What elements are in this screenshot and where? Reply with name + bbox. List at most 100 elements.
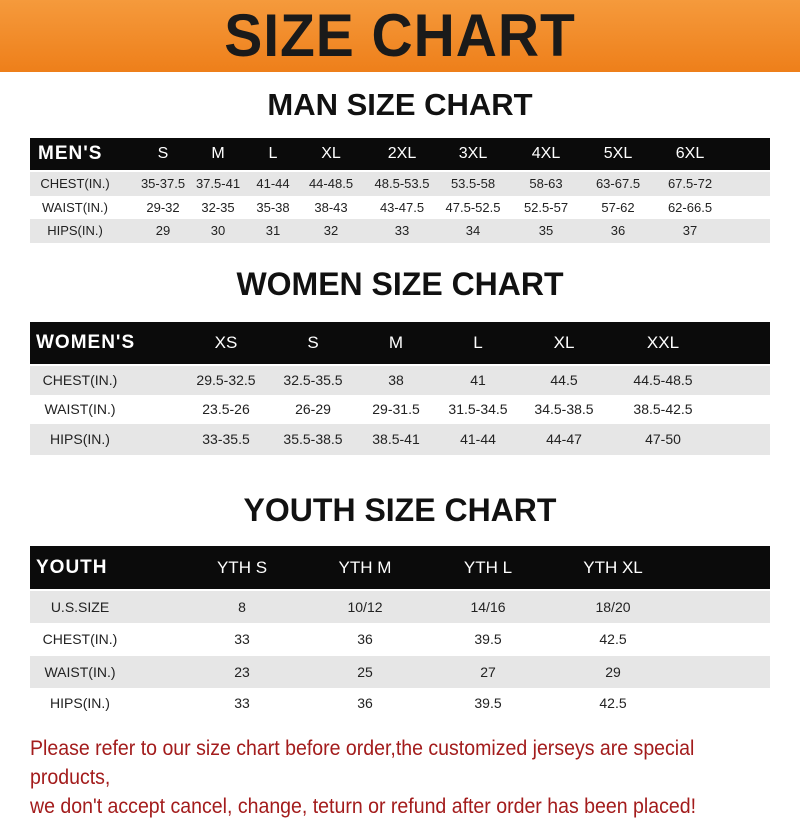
men-measurement-cell: 67.5-72 (667, 176, 713, 191)
order-notice-line-2: we don't accept cancel, change, teturn o… (30, 795, 697, 818)
men-measurement-cell: 29-32 (146, 200, 180, 215)
men-measurement-cell: 36 (610, 223, 626, 238)
men-measurement-cell: 38-43 (314, 200, 348, 215)
men-header-label: MEN'S (38, 143, 103, 164)
men-size-header: M (211, 145, 225, 162)
women-measurement-cell: 44.5 (550, 372, 578, 388)
women-size-header: S (307, 333, 319, 352)
women-table-row: CHEST(IN.) 29.5-32.5 32.5-35.5 38 41 44.5 44.5… (30, 366, 770, 395)
men-measurement-cell: 33 (394, 223, 410, 238)
youth-measurement-cell: 27 (480, 664, 496, 680)
youth-size-header: YTH M (338, 558, 392, 577)
youth-measurement-cell: 39.5 (474, 695, 502, 711)
youth-header-label: YOUTH (36, 557, 108, 578)
women-measurement-cell: 44.5-48.5 (633, 372, 693, 388)
youth-header-row: YOUTH YTH S YTH M YTH L YTH XL (30, 546, 770, 589)
women-header-row: WOMEN'S XS S M L XL XXL (30, 322, 770, 364)
men-size-header: 2XL (387, 145, 417, 162)
men-measurement-cell: 44-48.5 (308, 176, 354, 191)
youth-table-row: U.S.SIZE 8 10/12 14/16 18/20 (30, 591, 770, 623)
women-measurement-cell: 29-31.5 (372, 401, 420, 417)
men-size-header: 5XL (603, 145, 633, 162)
women-measurement-cell: 35.5-38.5 (283, 431, 343, 447)
women-row-label: WAIST(IN.) (44, 401, 116, 417)
men-measurement-cell: 41-44 (256, 176, 290, 191)
men-row-label: HIPS(IN.) (47, 223, 103, 238)
men-table-row: HIPS(IN.) 29 30 31 32 33 34 35 36 37 (30, 219, 770, 243)
women-measurement-cell: 44-47 (546, 431, 582, 447)
youth-measurement-cell: 36 (357, 631, 373, 647)
women-measurement-cell: 32.5-35.5 (283, 372, 343, 388)
men-measurement-cell: 32 (323, 223, 339, 238)
men-measurement-cell: 53.5-58 (450, 176, 496, 191)
women-size-header: M (388, 333, 404, 352)
men-measurement-cell: 58-63 (529, 176, 563, 191)
banner-title: SIZE CHART (224, 2, 576, 69)
men-size-header: 3XL (458, 145, 488, 162)
men-header-row: MEN'S S M L XL 2XL 3XL 4XL 5XL 6XL (30, 138, 770, 170)
men-size-header: XL (321, 145, 341, 162)
women-measurement-cell: 47-50 (645, 431, 681, 447)
women-measurement-cell: 29.5-32.5 (196, 372, 256, 388)
women-table-row: WAIST(IN.) 23.5-26 26-29 29-31.5 31.5-34.5 34… (30, 395, 770, 424)
women-measurement-cell: 38.5-42.5 (633, 401, 693, 417)
men-measurement-cell: 37.5-41 (195, 176, 241, 191)
youth-section-title: YOUTH SIZE CHART (243, 492, 557, 528)
order-notice-line-1: Please refer to our size chart before or… (30, 737, 695, 789)
youth-row-label: WAIST(IN.) (44, 664, 116, 680)
men-size-header: 6XL (675, 145, 705, 162)
youth-measurement-cell: 33 (234, 631, 250, 647)
youth-measurement-cell: 33 (234, 695, 250, 711)
women-size-header: XL (553, 333, 575, 352)
women-section-title: WOMEN SIZE CHART (236, 266, 564, 302)
men-measurement-cell: 32-35 (201, 200, 235, 215)
youth-table-row: WAIST(IN.) 23 25 27 29 (30, 656, 770, 688)
youth-measurement-cell: 10/12 (347, 599, 383, 615)
youth-measurement-cell: 42.5 (599, 631, 627, 647)
men-row-label: WAIST(IN.) (42, 200, 108, 215)
men-measurement-cell: 37 (682, 223, 698, 238)
men-measurement-cell: 35 (538, 223, 554, 238)
youth-size-header: YTH S (216, 558, 268, 577)
youth-row-label: U.S.SIZE (50, 599, 110, 615)
banner: SIZE CHART (0, 0, 800, 72)
men-table-row: WAIST(IN.) 29-32 32-35 35-38 38-43 43-47.5 47.… (30, 196, 770, 219)
women-row-label: HIPS(IN.) (50, 431, 110, 447)
women-size-header: XS (214, 333, 238, 352)
women-table-row: HIPS(IN.) 33-35.5 35.5-38.5 38.5-41 41-44 44-… (30, 424, 770, 455)
women-measurement-cell: 41 (470, 372, 486, 388)
order-notice: Please refer to our size chart before or… (30, 734, 737, 821)
men-size-header: 4XL (531, 145, 561, 162)
men-measurement-cell: 62-66.5 (667, 200, 713, 215)
youth-measurement-cell: 36 (357, 695, 373, 711)
men-measurement-cell: 29 (155, 223, 171, 238)
men-size-header: S (157, 145, 169, 162)
youth-table-row: CHEST(IN.) 33 36 39.5 42.5 (30, 623, 770, 656)
women-size-header: L (473, 333, 483, 352)
men-section-title: MAN SIZE CHART (267, 87, 533, 122)
youth-measurement-cell: 8 (238, 599, 246, 615)
men-measurement-cell: 34 (465, 223, 481, 238)
women-measurement-cell: 33-35.5 (202, 431, 250, 447)
youth-measurement-cell: 42.5 (599, 695, 627, 711)
men-measurement-cell: 35-37.5 (140, 176, 186, 191)
men-row-label: CHEST(IN.) (40, 176, 110, 191)
men-measurement-cell: 63-67.5 (595, 176, 641, 191)
youth-table-row: HIPS(IN.) 33 36 39.5 42.5 (30, 688, 770, 719)
men-measurement-cell: 57-62 (601, 200, 635, 215)
men-measurement-cell: 48.5-53.5 (374, 176, 430, 191)
youth-measurement-cell: 14/16 (470, 599, 506, 615)
youth-measurement-cell: 23 (234, 664, 250, 680)
youth-size-header: YTH L (463, 558, 513, 577)
men-measurement-cell: 52.5-57 (523, 200, 569, 215)
men-measurement-cell: 35-38 (256, 200, 290, 215)
women-header-label: WOMEN'S (36, 332, 136, 353)
women-measurement-cell: 38.5-41 (372, 431, 420, 447)
men-size-header: L (268, 145, 278, 162)
women-size-header: XXL (646, 333, 680, 352)
men-measurement-cell: 47.5-52.5 (445, 200, 501, 215)
men-table-row: CHEST(IN.) 35-37.5 37.5-41 41-44 44-48.5 48.5… (30, 172, 770, 196)
youth-row-label: CHEST(IN.) (42, 631, 118, 647)
youth-measurement-cell: 18/20 (595, 599, 631, 615)
women-measurement-cell: 26-29 (295, 401, 331, 417)
